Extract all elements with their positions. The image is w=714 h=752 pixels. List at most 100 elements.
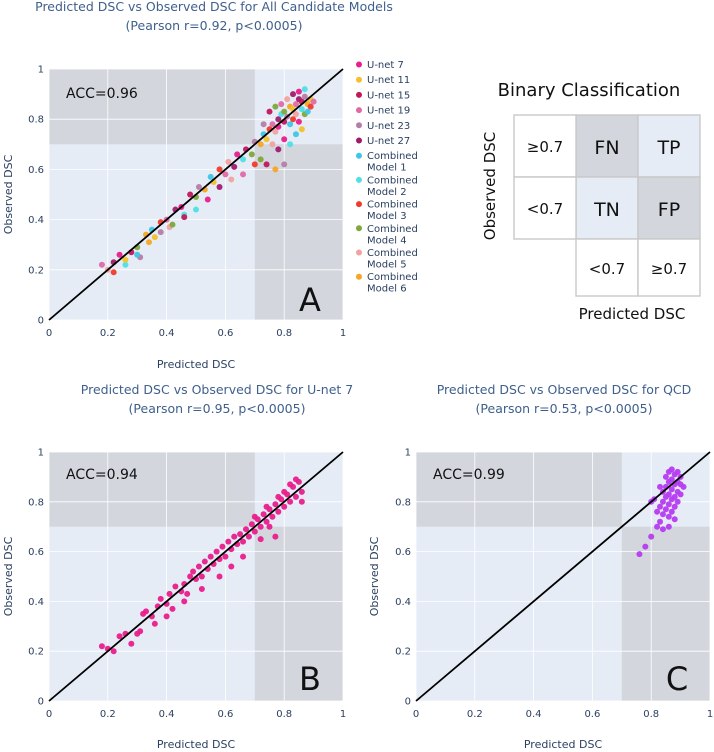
x-tick-label: 0.4 [526, 709, 542, 720]
data-point [295, 88, 302, 95]
data-point [134, 251, 141, 258]
data-point [290, 91, 297, 98]
x-axis-label: Predicted DSC [157, 738, 236, 751]
data-point [216, 573, 223, 580]
y-axis-label: Observed DSC [2, 154, 15, 234]
chart-title: Predicted DSC vs Observed DSC for QCD [437, 382, 692, 397]
data-point [222, 553, 229, 560]
chart-C: Predicted DSC vs Observed DSC for QCD (Pe… [368, 382, 713, 751]
chart-subtitle: (Pearson r=0.95, p<0.0005) [129, 401, 306, 416]
data-point [245, 533, 252, 540]
data-point [272, 501, 279, 508]
data-point [193, 206, 199, 213]
data-point [204, 196, 211, 203]
bc-col-header [637, 238, 701, 297]
y-tick-label: 0.6 [28, 165, 44, 176]
legend-item[interactable]: U-net 7 [356, 60, 404, 71]
data-point [181, 598, 188, 605]
data-point [163, 613, 170, 620]
legend-item[interactable]: U-net 11 [356, 75, 410, 86]
data-point [216, 183, 223, 190]
legend-item[interactable]: Combined Model 6 [356, 272, 418, 295]
x-tick-label: 1 [340, 328, 346, 339]
data-point [251, 161, 258, 168]
y-tick-label: 0.4 [395, 597, 411, 608]
y-tick-label: 0.2 [28, 265, 44, 276]
data-point [269, 141, 276, 148]
data-point [298, 488, 305, 495]
data-point [110, 269, 117, 276]
data-point [116, 633, 123, 640]
data-point [251, 513, 258, 520]
data-point [266, 523, 273, 530]
data-point [257, 536, 264, 543]
chart-B: Predicted DSC vs Observed DSC for U-net … [2, 382, 353, 751]
data-point [169, 605, 176, 612]
data-point [172, 583, 179, 590]
legend-marker [356, 107, 362, 114]
data-point [298, 126, 305, 133]
data-point [234, 151, 241, 158]
data-point [263, 503, 270, 510]
data-point [260, 121, 267, 128]
legend-item[interactable]: U-net 15 [356, 90, 410, 101]
legend-item[interactable]: U-net 27 [356, 136, 410, 147]
data-point [157, 229, 164, 236]
data-point [151, 234, 158, 241]
data-point [659, 498, 666, 505]
y-tick-label: 0.6 [395, 547, 411, 558]
y-tick-label: 0 [405, 697, 411, 708]
data-point [213, 548, 220, 555]
data-point [187, 573, 194, 580]
accuracy-label: ACC=0.96 [66, 86, 138, 102]
bc-col-label: <0.7 [589, 260, 625, 278]
data-point [269, 513, 276, 520]
y-tick-label: 0.6 [28, 547, 44, 558]
legend-label: U-net 19 [367, 106, 410, 117]
y-tick-label: 1 [405, 448, 411, 459]
data-point [671, 493, 678, 500]
data-point [219, 543, 226, 550]
legend-item[interactable]: Combined Model 3 [356, 200, 418, 223]
x-tick-label: 0.6 [584, 709, 600, 720]
data-point [674, 468, 681, 475]
data-point [301, 86, 308, 93]
legend-item[interactable]: Combined Model 5 [356, 248, 418, 271]
data-point [257, 156, 264, 163]
data-point [110, 648, 117, 655]
data-point [240, 156, 247, 163]
data-point [207, 553, 214, 560]
bc-y-label: Observed DSC [481, 132, 499, 240]
fn-region [49, 452, 255, 527]
data-point [275, 116, 282, 123]
panel-label: B [299, 660, 321, 698]
data-point [240, 553, 247, 560]
legend-marker [356, 273, 362, 280]
data-point [657, 483, 664, 490]
data-point [281, 108, 288, 115]
data-point [169, 221, 176, 228]
legend-label: Combined Model 2 [367, 175, 418, 198]
x-tick-label: 0.8 [276, 709, 292, 720]
data-point [295, 118, 302, 125]
legend-item[interactable]: Combined Model 1 [356, 151, 418, 174]
legend-item[interactable]: U-net 19 [356, 106, 410, 117]
legend-item[interactable]: U-net 23 [356, 121, 410, 132]
accuracy-label: ACC=0.99 [433, 467, 505, 483]
bc-title: Binary Classification [498, 80, 681, 101]
bc-cell-tn [575, 176, 639, 240]
legend-item[interactable]: Combined Model 2 [356, 175, 418, 198]
x-tick-label: 0.4 [159, 709, 175, 720]
legend-marker [356, 137, 362, 144]
data-point [222, 171, 229, 178]
data-point [225, 158, 232, 165]
legend-item[interactable]: Combined Model 4 [356, 224, 418, 247]
y-tick-label: 1 [38, 448, 44, 459]
data-point [166, 590, 173, 597]
legend-marker [356, 152, 362, 159]
y-tick-label: 0.4 [28, 597, 44, 608]
data-point [98, 261, 105, 268]
data-point [122, 261, 129, 268]
data-point [201, 558, 208, 565]
